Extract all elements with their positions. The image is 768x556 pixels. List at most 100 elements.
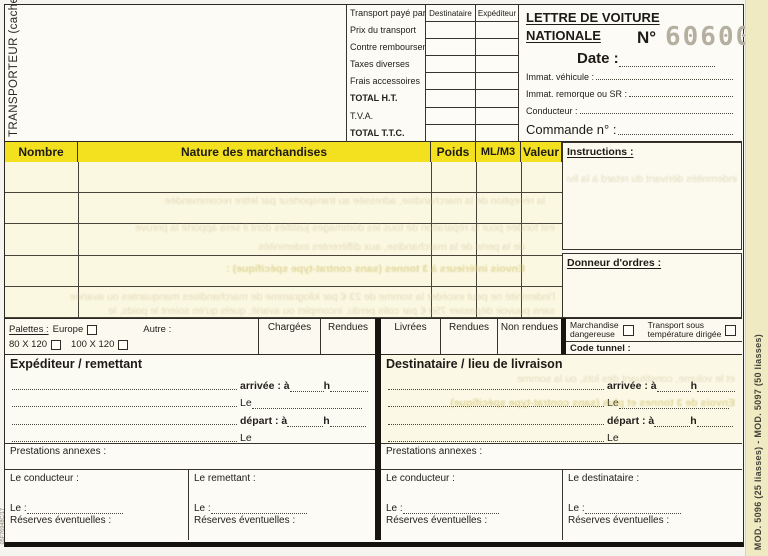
charges-cell[interactable]	[475, 56, 518, 74]
rendues2-cell[interactable]: Rendues	[441, 319, 498, 355]
address-fill-line[interactable]	[388, 433, 604, 442]
conducteur-label: Conducteur :	[526, 106, 578, 116]
charges-cell[interactable]	[475, 39, 518, 57]
expediteur-title: Expéditeur / remettant	[10, 357, 142, 371]
sig-le-fill[interactable]	[210, 504, 307, 514]
hour-label: h	[690, 380, 698, 393]
charges-cell[interactable]	[425, 39, 475, 57]
charges-cell[interactable]	[425, 90, 475, 108]
rendues-cell[interactable]: Rendues	[321, 319, 375, 355]
arrivee-label: arrivée : à	[240, 380, 290, 393]
address-fill-line[interactable]	[12, 381, 237, 391]
sig-title: Le remettant :	[194, 473, 256, 484]
address-fill-line[interactable]	[388, 416, 604, 425]
goods-column-divider	[431, 162, 432, 318]
date-label: Date :	[577, 50, 619, 67]
charges-cell[interactable]	[425, 22, 475, 40]
address-fill-line[interactable]	[12, 398, 237, 408]
title-block: LETTRE DE VOITURE NATIONALE N° 606001 Da…	[518, 5, 768, 142]
livrees-cell[interactable]: Livrées	[381, 319, 441, 355]
charges-cell[interactable]	[475, 73, 518, 91]
goods-row[interactable]	[5, 224, 562, 256]
goods-row[interactable]	[5, 256, 562, 287]
le-label: Le	[240, 397, 252, 410]
prestations-right[interactable]: Prestations annexes :	[381, 443, 742, 469]
non-rendues-label: Non rendues	[500, 322, 559, 333]
sig-le-fill[interactable]	[584, 504, 681, 514]
donneur-ordres-box[interactable]: Donneur d'ordres :	[562, 253, 742, 318]
prestations-label: Prestations annexes :	[10, 446, 107, 457]
goods-row[interactable]	[5, 287, 562, 318]
palettes-label: Palettes :	[9, 324, 49, 335]
signature-remettant[interactable]: Le remettant : Le : Réserves éventuelles…	[189, 469, 375, 540]
address-line-row: départ : à h	[386, 409, 735, 427]
charges-cell[interactable]	[475, 124, 518, 142]
immat-vehicule-fill-line[interactable]	[596, 71, 733, 80]
hour-fill[interactable]	[329, 417, 366, 427]
address-line-row: Le	[386, 427, 735, 444]
date-fill-line[interactable]	[618, 57, 715, 67]
hour-fill[interactable]	[696, 417, 733, 427]
autre-label: Autre :	[143, 324, 172, 335]
goods-col-nombre: Nombre	[5, 142, 78, 162]
charges-cell[interactable]	[425, 73, 475, 91]
immat-remorque-label: Immat. remorque ou SR :	[526, 89, 628, 99]
signature-conducteur-right[interactable]: Le conducteur : Le : Réserves éventuelle…	[381, 469, 563, 540]
sig-title: Le destinataire :	[568, 473, 640, 484]
europe-checkbox[interactable]	[87, 324, 98, 335]
address-fill-line[interactable]	[388, 398, 604, 408]
hour-fill[interactable]	[697, 382, 736, 393]
form-title-line2: NATIONALE	[526, 27, 601, 43]
form-title: LETTRE DE VOITURE NATIONALE	[526, 9, 660, 44]
goods-row[interactable]	[5, 193, 562, 225]
sig-le-fill[interactable]	[26, 504, 123, 514]
address-fill-line[interactable]	[12, 433, 237, 442]
goods-row[interactable]	[5, 162, 562, 194]
center-divider	[375, 318, 381, 540]
immat-remorque-fill-line[interactable]	[629, 88, 733, 97]
charges-cell[interactable]	[425, 56, 475, 74]
sig-reserves-label: Réserves éventuelles :	[10, 515, 112, 526]
signature-destinataire[interactable]: Le destinataire : Le : Réserves éventuel…	[563, 469, 742, 540]
non-rendues-cell[interactable]: Non rendues	[498, 319, 561, 355]
hour-fill[interactable]	[330, 382, 369, 393]
depart-fill[interactable]	[654, 417, 691, 427]
arrivee-fill[interactable]	[289, 382, 324, 393]
instructions-box[interactable]: Instructions :	[562, 142, 742, 250]
transporteur-stamp-box[interactable]: TRANSPORTEUR (cachet)	[5, 0, 347, 142]
conducteur-fill-line[interactable]	[579, 105, 733, 114]
le-fill[interactable]	[251, 399, 362, 410]
commande-label: Commande n° :	[526, 122, 617, 137]
size-100-checkbox[interactable]	[118, 339, 129, 350]
address-line-row: départ : à h	[10, 409, 368, 427]
sig-title: Le conducteur :	[10, 473, 79, 484]
commande-fill-line[interactable]	[618, 126, 733, 135]
charges-cell[interactable]	[475, 107, 518, 125]
sig-reserves-label: Réserves éventuelles :	[568, 515, 670, 526]
temperature-dirigee-checkbox[interactable]	[725, 324, 737, 336]
le-fill[interactable]	[618, 399, 729, 410]
signature-conducteur-left[interactable]: Le conducteur : Le : Réserves éventuelle…	[5, 469, 189, 540]
address-line-row: Le	[10, 392, 368, 410]
charges-row-label: T.V.A.	[350, 110, 374, 121]
marchandise-dangereuse-checkbox[interactable]	[622, 324, 634, 336]
goods-header-row: Nombre Nature des marchandises Poids ML/…	[5, 142, 562, 162]
size-80-checkbox[interactable]	[51, 339, 62, 350]
arrivee-fill[interactable]	[656, 382, 691, 393]
charges-row-label: TOTAL T.T.C.	[350, 127, 405, 138]
prestations-left[interactable]: Prestations annexes :	[5, 443, 375, 469]
instructions-label: Instructions :	[567, 146, 634, 158]
address-fill-line[interactable]	[12, 416, 237, 425]
charges-cell[interactable]	[425, 124, 475, 142]
rendues-label: Rendues	[327, 322, 369, 333]
address-fill-line[interactable]	[388, 381, 604, 391]
charges-cell[interactable]	[475, 90, 518, 108]
depart-fill[interactable]	[287, 417, 324, 427]
charges-cell[interactable]	[425, 107, 475, 125]
dangerous-goods-divider	[561, 318, 566, 354]
chargees-cell[interactable]: Chargées	[259, 319, 321, 355]
charges-payer-label: Transport payé par :	[350, 8, 425, 18]
sig-le-fill[interactable]	[402, 504, 499, 514]
charges-cell[interactable]	[475, 22, 518, 40]
